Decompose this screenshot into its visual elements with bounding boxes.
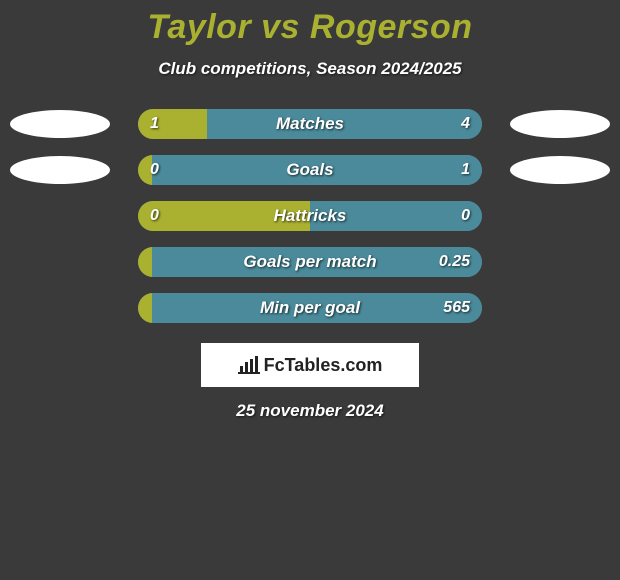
stat-right-value: 565 [443,293,470,323]
stat-label: Goals [138,155,482,185]
stat-row-goals-per-match: Goals per match 0.25 [0,247,620,277]
stat-bar: Min per goal 565 [138,293,482,323]
stat-label: Matches [138,109,482,139]
attribution-box: FcTables.com [201,343,419,387]
right-team-badge-placeholder [510,110,610,138]
stat-bar: 0 Hattricks 0 [138,201,482,231]
chart-icon [238,356,260,374]
stat-bar: 1 Matches 4 [138,109,482,139]
stat-right-value: 0 [461,201,470,231]
page-title: Taylor vs Rogerson [0,8,620,47]
right-badge-col [500,110,620,138]
stat-right-value: 1 [461,155,470,185]
stat-row-matches: 1 Matches 4 [0,109,620,139]
stat-row-goals: 0 Goals 1 [0,155,620,185]
attribution-text: FcTables.com [264,355,383,376]
stat-row-hattricks: 0 Hattricks 0 [0,201,620,231]
left-badge-col [0,156,120,184]
stat-label: Hattricks [138,201,482,231]
left-team-badge-placeholder [10,110,110,138]
stat-right-value: 0.25 [439,247,470,277]
stat-right-value: 4 [461,109,470,139]
attribution-content: FcTables.com [238,355,383,376]
left-badge-col [0,110,120,138]
stat-label: Min per goal [138,293,482,323]
comparison-infographic: Taylor vs Rogerson Club competitions, Se… [0,0,620,421]
page-subtitle: Club competitions, Season 2024/2025 [0,59,620,79]
left-team-badge-placeholder [10,156,110,184]
stat-bar: Goals per match 0.25 [138,247,482,277]
right-team-badge-placeholder [510,156,610,184]
stat-bar: 0 Goals 1 [138,155,482,185]
date-text: 25 november 2024 [0,401,620,421]
stat-row-min-per-goal: Min per goal 565 [0,293,620,323]
stat-label: Goals per match [138,247,482,277]
right-badge-col [500,156,620,184]
